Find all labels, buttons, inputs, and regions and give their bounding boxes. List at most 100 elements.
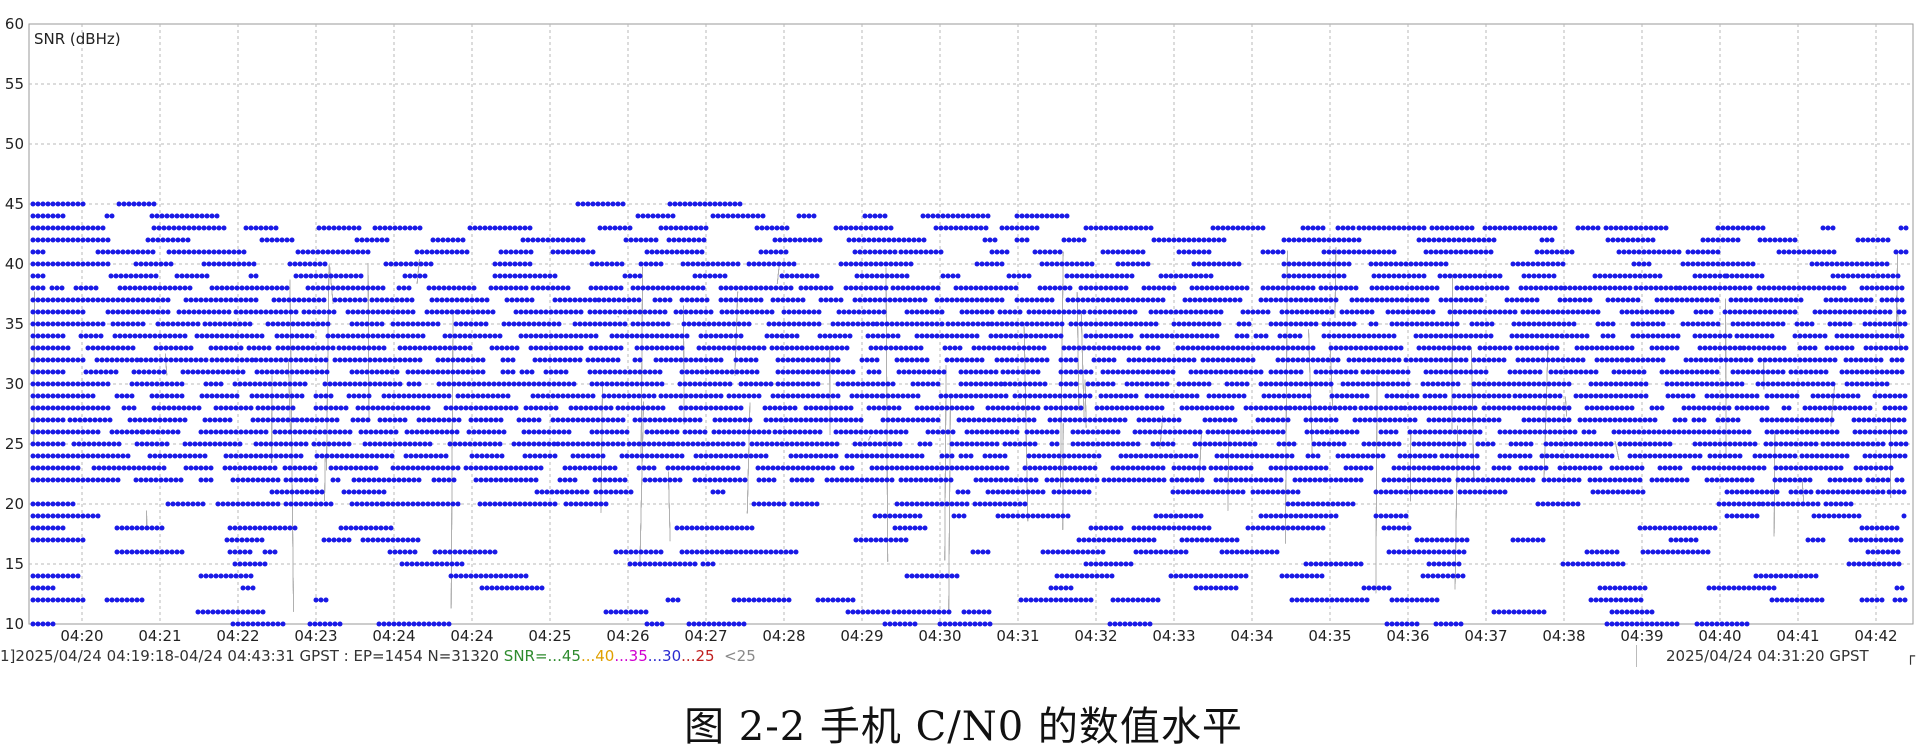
- snr-point: [200, 369, 206, 375]
- snr-point: [441, 381, 447, 387]
- snr-point: [1752, 453, 1758, 459]
- snr-point: [157, 417, 163, 423]
- snr-point: [647, 561, 653, 567]
- snr-point: [578, 405, 584, 411]
- snr-point: [1232, 441, 1238, 447]
- snr-point: [1886, 489, 1892, 495]
- snr-point: [1003, 393, 1009, 399]
- snr-point: [1070, 441, 1076, 447]
- snr-point: [1522, 453, 1528, 459]
- snr-point: [915, 381, 921, 387]
- snr-point: [170, 429, 176, 435]
- snr-point: [651, 465, 657, 471]
- snr-point: [1309, 429, 1315, 435]
- snr-point: [1227, 441, 1233, 447]
- snr-point: [406, 621, 412, 627]
- snr-point: [488, 477, 494, 483]
- snr-point: [1012, 501, 1018, 507]
- snr-point: [1409, 597, 1415, 603]
- snr-point: [414, 429, 420, 435]
- snr-point: [1129, 381, 1135, 387]
- snr-point: [1605, 489, 1611, 495]
- snr-point: [1709, 477, 1715, 483]
- snr-point: [1283, 369, 1289, 375]
- snr-point: [497, 441, 503, 447]
- snr-point: [807, 429, 813, 435]
- snr-point: [185, 369, 191, 375]
- snr-point: [45, 621, 51, 627]
- snr-point: [1217, 417, 1223, 423]
- snr-point: [390, 537, 396, 543]
- snr-point: [1334, 393, 1340, 399]
- snr-point: [665, 465, 671, 471]
- snr-point: [1023, 477, 1029, 483]
- snr-point: [887, 513, 893, 519]
- snr-point: [748, 549, 754, 555]
- snr-point: [1467, 405, 1473, 411]
- snr-point: [629, 381, 635, 387]
- snr-point: [422, 441, 428, 447]
- snr-point: [678, 405, 684, 411]
- snr-point: [149, 381, 155, 387]
- snr-point: [903, 477, 909, 483]
- snr-point: [361, 489, 367, 495]
- snr-point: [1735, 417, 1741, 423]
- snr-point: [124, 393, 130, 399]
- snr-point: [675, 441, 681, 447]
- snr-point: [1715, 417, 1721, 423]
- snr-point: [330, 477, 336, 483]
- snr-point: [1275, 417, 1281, 423]
- snr-point: [392, 549, 398, 555]
- snr-point: [1620, 561, 1626, 567]
- snr-point: [1469, 453, 1475, 459]
- snr-point: [1732, 441, 1738, 447]
- snr-point: [462, 549, 468, 555]
- snr-point: [1759, 417, 1765, 423]
- snr-point: [162, 453, 168, 459]
- snr-point: [1825, 489, 1831, 495]
- snr-point: [698, 453, 704, 459]
- snr-point: [386, 393, 392, 399]
- snr-point: [1028, 597, 1034, 603]
- snr-point: [548, 369, 554, 375]
- snr-point: [1343, 561, 1349, 567]
- snr-point: [859, 453, 865, 459]
- snr-point: [565, 393, 571, 399]
- snr-point: [419, 429, 425, 435]
- snr-point: [1583, 393, 1589, 399]
- snr-point: [1199, 537, 1205, 543]
- snr-point: [396, 477, 402, 483]
- snr-point: [1657, 453, 1663, 459]
- snr-point: [710, 489, 716, 495]
- snr-point: [526, 417, 532, 423]
- snr-point: [1425, 573, 1431, 579]
- snr-point: [198, 573, 204, 579]
- snr-point: [50, 417, 56, 423]
- snr-point: [594, 381, 600, 387]
- snr-point: [667, 477, 673, 483]
- snr-point: [1430, 381, 1436, 387]
- snr-point: [717, 381, 723, 387]
- snr-point: [151, 405, 157, 411]
- snr-point: [1749, 393, 1755, 399]
- snr-point: [1502, 453, 1508, 459]
- snr-point: [570, 417, 576, 423]
- snr-point: [382, 417, 388, 423]
- snr-point: [1642, 441, 1648, 447]
- snr-point: [1012, 381, 1018, 387]
- snr-point: [635, 405, 641, 411]
- snr-point: [1086, 453, 1092, 459]
- snr-point: [1163, 513, 1169, 519]
- snr-point: [1598, 441, 1604, 447]
- snr-point: [1632, 417, 1638, 423]
- snr-point: [280, 405, 286, 411]
- snr-point: [532, 453, 538, 459]
- snr-point: [470, 393, 476, 399]
- snr-point: [70, 537, 76, 543]
- snr-point: [699, 549, 705, 555]
- snr-point: [1213, 573, 1219, 579]
- snr-point: [358, 465, 364, 471]
- snr-point: [409, 429, 415, 435]
- snr-point: [387, 441, 393, 447]
- snr-point: [401, 477, 407, 483]
